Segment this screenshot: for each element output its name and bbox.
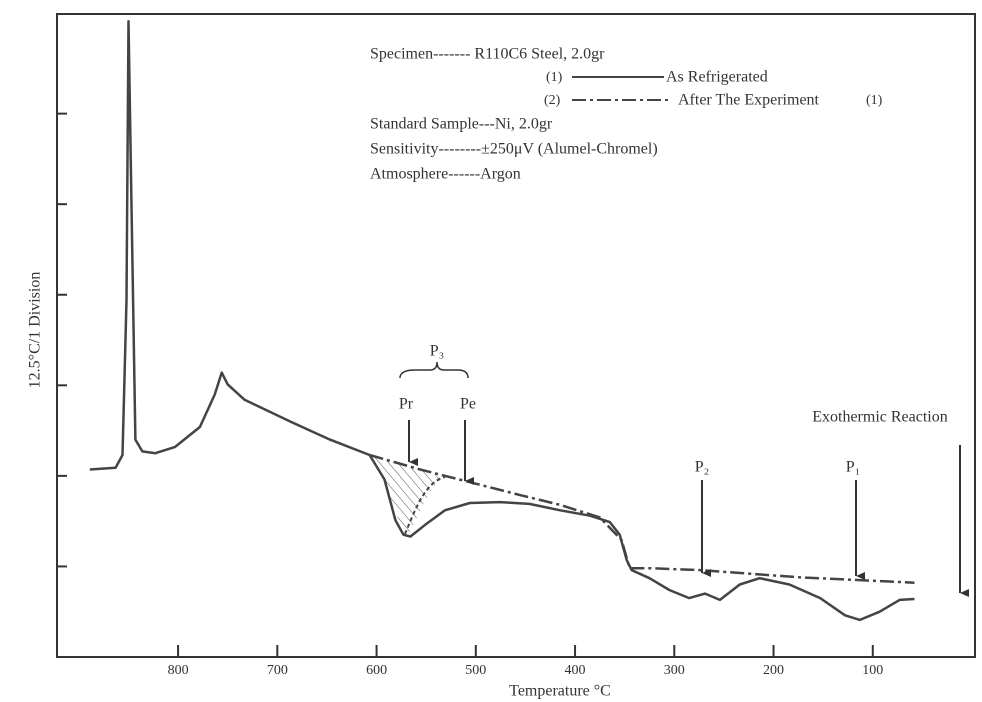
x-tick-label: 200 — [763, 663, 784, 678]
annotation: Pr — [399, 396, 414, 413]
info-text: Atmosphere------Argon — [370, 166, 521, 183]
data-line — [89, 19, 915, 622]
annotation: P₁ — [846, 459, 860, 476]
x-tick-label: 400 — [565, 663, 586, 678]
y-axis-title: 12.5°C/1 Division — [27, 272, 44, 389]
x-tick-label: 500 — [465, 663, 486, 678]
data-line — [369, 453, 915, 584]
info-text: Standard Sample---Ni, 2.0gr — [370, 116, 553, 133]
annotation: Exothermic Reaction — [812, 409, 948, 426]
info-text: Specimen------- R110C6 Steel, 2.0gr — [370, 46, 605, 63]
annotation: Pe — [460, 396, 476, 413]
annotation: P₃ — [430, 343, 444, 360]
brace — [399, 361, 469, 379]
x-tick-label: 100 — [862, 663, 883, 678]
x-tick-label: 300 — [664, 663, 685, 678]
legend-number: (1) — [546, 70, 563, 85]
plot-frame — [56, 13, 976, 658]
x-tick-label: 600 — [366, 663, 387, 678]
x-axis-title: Temperature °C — [509, 683, 611, 700]
legend-number: (2) — [544, 93, 561, 108]
legend-label: As Refrigerated — [666, 69, 768, 86]
info-text: Sensitivity--------±250μV (Alumel-Chrome… — [370, 141, 658, 158]
legend-number: (1) — [866, 93, 883, 108]
x-tick-label: 700 — [267, 663, 288, 678]
x-tick-label: 800 — [168, 663, 189, 678]
annotation: P₂ — [695, 459, 709, 476]
legend-label: After The Experiment — [678, 92, 820, 109]
dashed-recovery — [404, 476, 446, 535]
hatched-area — [372, 456, 445, 536]
